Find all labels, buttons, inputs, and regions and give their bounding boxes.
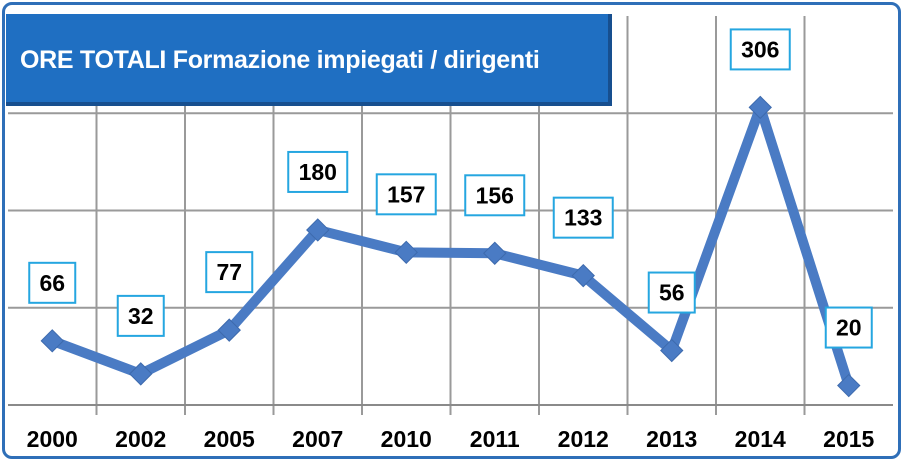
data-label-2002: 32 xyxy=(128,303,154,329)
data-label-2000: 66 xyxy=(39,270,65,296)
x-tick-2002: 2002 xyxy=(115,426,166,452)
data-label-box-2015 xyxy=(824,306,873,349)
x-axis-ticks: 2000 2002 2005 2007 2010 2011 2012 2013 2014 2015 xyxy=(27,426,875,452)
data-label-2013: 56 xyxy=(659,280,685,306)
series-line xyxy=(40,95,861,398)
data-point-2010 xyxy=(394,240,418,265)
x-tick-2012: 2012 xyxy=(558,426,609,452)
data-label-2014: 306 xyxy=(741,36,779,62)
data-label-2007: 180 xyxy=(299,159,337,185)
data-label-box-2007 xyxy=(287,150,349,193)
data-point-2011 xyxy=(483,241,507,265)
data-label-box-2010 xyxy=(375,173,437,216)
x-tick-2011: 2011 xyxy=(470,426,520,452)
data-labels: 66 32 77 180 157 156 133 56 306 20 xyxy=(28,28,873,349)
data-label-2010: 157 xyxy=(387,181,425,207)
data-label-box-2011 xyxy=(464,174,526,217)
data-label-box-2013 xyxy=(647,271,696,314)
data-point-2005 xyxy=(217,318,241,342)
data-label-2015: 20 xyxy=(836,315,862,341)
x-tick-2005: 2005 xyxy=(204,426,255,452)
series-polyline xyxy=(47,102,854,391)
x-tick-2007: 2007 xyxy=(292,426,343,452)
data-label-box-2000 xyxy=(28,261,77,304)
x-tick-2014: 2014 xyxy=(735,426,786,452)
data-label-2012: 133 xyxy=(564,205,602,231)
x-tick-2013: 2013 xyxy=(646,426,697,452)
data-point-2007 xyxy=(306,218,330,242)
x-tick-2015: 2015 xyxy=(823,426,874,452)
data-label-2005: 77 xyxy=(216,259,242,285)
data-label-box-2002 xyxy=(116,294,165,337)
chart-title: ORE TOTALI Formazione impiegati / dirige… xyxy=(20,46,540,74)
data-point-2014 xyxy=(748,95,772,120)
data-label-box-2012 xyxy=(552,196,614,239)
x-tick-2000: 2000 xyxy=(27,426,78,452)
data-label-box-2005 xyxy=(205,251,254,294)
data-point-2015 xyxy=(837,373,861,398)
title-box: ORE TOTALI Formazione impiegati / dirige… xyxy=(6,14,612,106)
data-label-box-2014 xyxy=(729,28,791,71)
data-point-2002 xyxy=(129,362,153,386)
data-point-2013 xyxy=(660,338,684,363)
x-tick-2010: 2010 xyxy=(381,426,432,452)
data-point-2012 xyxy=(571,263,595,288)
data-point-2000 xyxy=(40,329,64,353)
data-label-2011: 156 xyxy=(476,182,514,208)
